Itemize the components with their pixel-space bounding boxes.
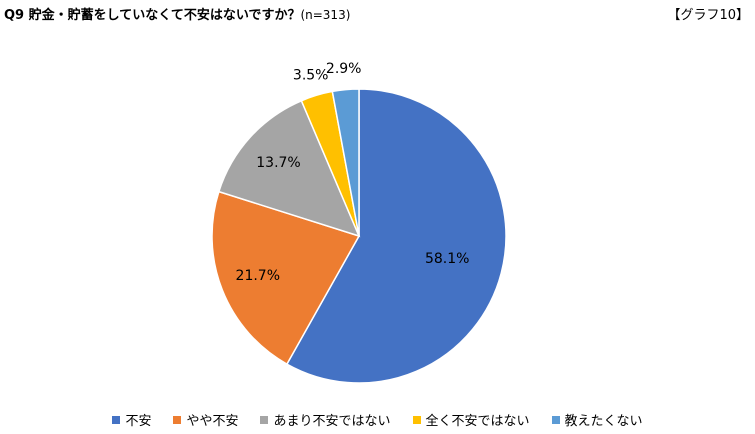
pie-slice-label-5: 2.9% [326,61,362,77]
pie-slice-2 [211,190,361,366]
legend-item-5: 教えたくない [551,410,643,429]
legend-label: 不安 [125,414,152,429]
pie-slice-label-3: 13.7% [256,155,300,171]
legend-label: やや不安 [186,414,239,429]
legend-item-1: 不安 [112,410,151,429]
chart-title-text: Q9 貯金・貯蓄をしていなくて不安はないですか？ [4,8,301,23]
chart-title: Q9 貯金・貯蓄をしていなくて不安はないですか？(n=313) [4,4,350,23]
legend-swatch [112,415,121,424]
legend-swatch [260,415,269,424]
legend-label: あまり不安ではない [273,414,391,429]
legend-item-3: あまり不安ではない [260,410,391,429]
pie-slice-label-2: 21.7% [236,268,280,284]
chart-legend: 不安 やや不安 あまり不安ではない 全く不安ではない 教えたくない [0,410,755,429]
legend-label: 全く不安ではない [425,414,530,429]
pie-slice-label-4: 3.5% [293,68,329,84]
legend-swatch [173,415,182,424]
pie-slice-3 [217,99,361,238]
chart-sample-size: (n=313) [300,8,351,22]
graph-number-tag: 【グラフ10】 [667,8,749,23]
legend-swatch [412,415,421,424]
pie-slice-5 [331,88,360,237]
pie-labels: 58.1% 21.7% 13.7% 3.5%2.9% [236,61,470,284]
legend-label: 教えたくない [564,414,643,429]
legend-item-2: やや不安 [173,410,238,429]
legend-swatch [551,415,560,424]
pie-slice-1 [285,88,507,384]
pie-slice-label-1: 58.1% [425,251,469,267]
legend-item-4: 全く不安ではない [412,410,530,429]
pie-slices [211,88,507,384]
